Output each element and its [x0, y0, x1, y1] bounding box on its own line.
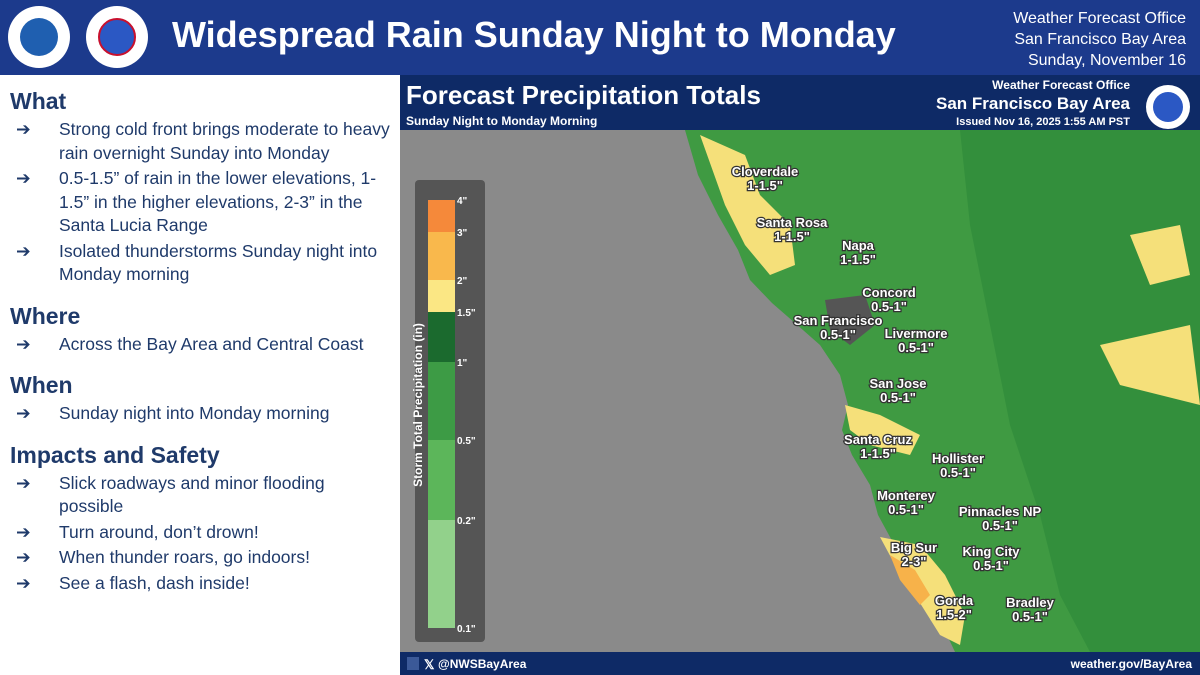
place-amount: 0.5-1" — [973, 558, 1009, 573]
place-amount: 0.5-1" — [888, 502, 924, 517]
rain-yellow — [700, 135, 795, 275]
place-amount: 1.5-2" — [936, 607, 972, 622]
section-heading: When — [10, 372, 73, 398]
place-name: Hollister — [932, 451, 984, 466]
legend-tick: 3" — [457, 228, 468, 239]
rain-yellow — [845, 405, 920, 455]
place-name: Cloverdale — [732, 164, 798, 179]
legend-tick: 2" — [457, 276, 468, 287]
legend-tick: 4" — [457, 196, 468, 207]
bullet: 0.5-1.5” of rain in the lower elevations… — [10, 167, 390, 238]
place-amount: 0.5-1" — [1012, 609, 1048, 624]
place-name: Santa Cruz — [844, 432, 912, 447]
legend-swatch — [428, 440, 455, 520]
title: Widespread Rain Sunday Night to Monday — [172, 14, 896, 55]
place-amount: 1-1.5" — [860, 446, 896, 461]
place-amount: 1-1.5" — [840, 252, 876, 267]
legend-tick: 0.2" — [457, 516, 476, 527]
legend-swatch — [428, 520, 455, 628]
rain-yellow — [1130, 225, 1190, 285]
legend-tick: 1.5" — [457, 308, 476, 319]
bullet: Strong cold front brings moderate to hea… — [10, 118, 390, 165]
legend-swatch — [428, 362, 455, 440]
legend-tick: 0.1" — [457, 624, 476, 635]
place-name: Pinnacles NP — [959, 504, 1042, 519]
legend-swatch — [428, 312, 455, 362]
map-issued: Issued Nov 16, 2025 1:55 AM PST — [956, 116, 1130, 128]
legend-tick: 0.5" — [457, 436, 476, 447]
place-name: San Francisco — [794, 313, 883, 328]
office-info: Weather Forecast Office San Francisco Ba… — [1013, 8, 1186, 71]
noaa-logo — [8, 6, 70, 68]
map-office: Weather Forecast Office — [992, 78, 1130, 92]
bullet-list: Across the Bay Area and Central Coast — [10, 333, 390, 357]
bullet-list: Strong cold front brings moderate to hea… — [10, 118, 390, 287]
header: Widespread Rain Sunday Night to Monday W… — [0, 0, 1200, 75]
bullet-list: Sunday night into Monday morning — [10, 402, 390, 426]
place-amount: 1-1.5" — [774, 229, 810, 244]
handle: @NWSBayArea — [438, 657, 527, 671]
bullet: When thunder roars, go indoors! — [10, 546, 390, 570]
section-heading: Where — [10, 302, 81, 329]
briefing-text: What Strong cold front brings moderate to… — [10, 86, 390, 609]
map-subtitle: Sunday Night to Monday Morning — [406, 114, 597, 128]
x-icon: 𝕏 — [424, 657, 435, 672]
section-heading: Impacts and Safety — [10, 441, 220, 468]
valley-green — [960, 130, 1200, 652]
legend-label: Storm Total Precipitation (in) — [411, 323, 425, 487]
url: weather.gov/BayArea — [1070, 657, 1193, 671]
footer-bar — [400, 652, 1200, 675]
place-amount: 0.5-1" — [820, 327, 856, 342]
place-amount: 0.5-1" — [880, 390, 916, 405]
bullet: Sunday night into Monday morning — [10, 402, 390, 426]
nws-logo — [86, 6, 148, 68]
date: Sunday, November 16 — [1027, 52, 1186, 69]
title-bar — [400, 75, 1200, 130]
place-amount: 0.5-1" — [940, 465, 976, 480]
place-amount: 0.5-1" — [871, 299, 907, 314]
place-amount: 1-1.5" — [747, 178, 783, 193]
legend-swatch — [428, 232, 455, 280]
facebook-icon — [407, 657, 419, 670]
place-amount: 0.5-1" — [982, 518, 1018, 533]
place-amount: 2-3" — [902, 554, 927, 569]
legend-swatch — [428, 280, 455, 312]
map-panel: Forecast Precipitation Totals Sunday Nig… — [400, 75, 1200, 675]
map-title: Forecast Precipitation Totals — [406, 80, 761, 110]
place-amount: 0.5-1" — [898, 340, 934, 355]
legend-swatch — [428, 200, 455, 232]
bullet: See a flash, dash inside! — [10, 572, 390, 596]
place-name: King City — [962, 544, 1020, 559]
place-name: Livermore — [885, 326, 948, 341]
bullet-list: Slick roadways and minor flooding possib… — [10, 472, 390, 596]
section-heading: What — [10, 88, 67, 114]
nws-logo-inner — [1153, 92, 1183, 122]
rain-yellow — [1100, 325, 1200, 405]
place-name: Big Sur — [891, 540, 937, 555]
place-name: Santa Rosa — [757, 215, 829, 230]
bullet: Across the Bay Area and Central Coast — [10, 333, 390, 357]
rain-orange — [890, 555, 930, 605]
legend-tick: 1" — [457, 358, 468, 369]
office: Weather Forecast Office — [1013, 10, 1186, 27]
place-name: Concord — [862, 285, 916, 300]
map-area: San Francisco Bay Area — [936, 94, 1131, 113]
bullet: Turn around, don’t drown! — [10, 521, 390, 545]
bay — [825, 295, 875, 345]
place-name: Bradley — [1006, 595, 1054, 610]
place-name: San Jose — [869, 376, 926, 391]
area: San Francisco Bay Area — [1014, 31, 1186, 48]
bullet: Slick roadways and minor flooding possib… — [10, 472, 390, 519]
place-name: Monterey — [877, 488, 936, 503]
place-name: Napa — [842, 238, 875, 253]
bullet: Isolated thunderstorms Sunday night into… — [10, 240, 390, 287]
place-name: Gorda — [935, 593, 974, 608]
